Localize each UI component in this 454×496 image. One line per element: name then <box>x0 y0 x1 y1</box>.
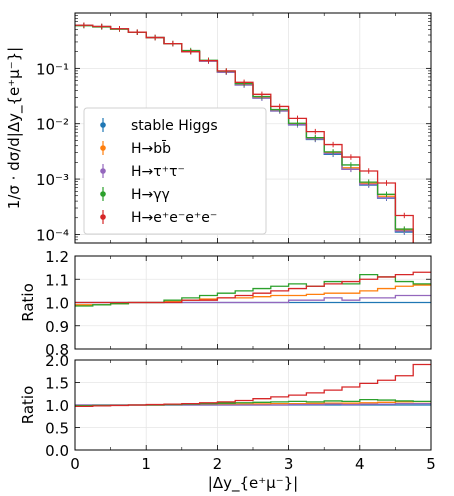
x-tick-label: 3 <box>284 455 294 473</box>
panel-ratio-1: 0.8 0.9 1.0 1.1 1.2 Ratio <box>19 248 432 359</box>
y-axis-label: Ratio <box>19 283 37 322</box>
series-H→e⁺e⁻e⁺e⁻ <box>75 271 431 304</box>
legend-marker <box>100 191 106 197</box>
legend-marker <box>100 214 106 220</box>
series-H→e⁺e⁻e⁺e⁻ <box>75 363 431 407</box>
y-axis-label: Ratio <box>19 386 37 425</box>
y-tick-label: 0.5 <box>45 420 69 438</box>
x-axis-label: |Δy_{e⁺μ⁻}| <box>208 474 298 492</box>
axes-frame <box>74 359 432 451</box>
legend-marker <box>100 168 106 174</box>
y-tick-label: 0.9 <box>45 318 69 336</box>
legend: stable Higgs H→bb̄ H→τ⁺τ⁻ H→γγ H→e⁺e⁻e⁺e⁻ <box>83 107 267 235</box>
legend-label: H→γγ <box>131 187 170 203</box>
y-tick-label: 1.0 <box>45 397 69 415</box>
legend-label: stable Higgs <box>131 118 218 134</box>
panel-main: 10⁻⁴ 10⁻³ 10⁻² 10⁻¹ 1/σ · dσ/d|Δy_{e⁺μ⁻}| sta… <box>5 12 432 244</box>
y-tick-label: 0.8 <box>45 341 69 359</box>
y-tick-label: 1.1 <box>45 271 69 289</box>
y-tick-label: 10⁻³ <box>36 171 69 189</box>
x-tick-label: 2 <box>213 455 223 473</box>
x-tick-label: 0 <box>70 455 80 473</box>
y-tick-label: 10⁻⁴ <box>36 226 69 244</box>
x-tick-label: 1 <box>141 455 151 473</box>
y-tick-label: 1.0 <box>45 295 69 313</box>
legend-label: H→bb̄ <box>131 139 171 157</box>
axes-frame <box>74 255 432 350</box>
y-tick-label: 10⁻² <box>36 116 69 134</box>
axes-frame <box>74 12 432 244</box>
legend-marker <box>100 145 106 151</box>
legend-label: H→τ⁺τ⁻ <box>131 164 185 180</box>
y-tick-label: 0.0 <box>45 442 69 460</box>
legend-marker <box>100 122 106 128</box>
y-tick-label: 2.0 <box>45 352 69 370</box>
y-tick-label: 1.2 <box>45 248 69 266</box>
legend-box <box>83 107 267 235</box>
legend-label: H→e⁺e⁻e⁺e⁻ <box>131 210 217 226</box>
x-tick-label: 4 <box>355 455 365 473</box>
y-axis-label: 1/σ · dσ/d|Δy_{e⁺μ⁻}| <box>5 47 24 209</box>
y-tick-label: 10⁻¹ <box>36 60 69 78</box>
y-tick-label: 1.5 <box>45 375 69 393</box>
x-tick-label: 5 <box>426 455 436 473</box>
panel-ratio-2: 0.0 0.5 1.0 1.5 2.0 0 1 2 3 4 5 Ratio |Δy_{e⁺μ⁻}| <box>19 352 436 493</box>
